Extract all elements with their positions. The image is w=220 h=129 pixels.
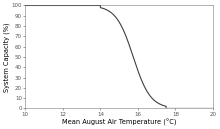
X-axis label: Mean August Air Temperature (°C): Mean August Air Temperature (°C) [62, 118, 176, 126]
Y-axis label: System Capacity (%): System Capacity (%) [4, 22, 10, 92]
